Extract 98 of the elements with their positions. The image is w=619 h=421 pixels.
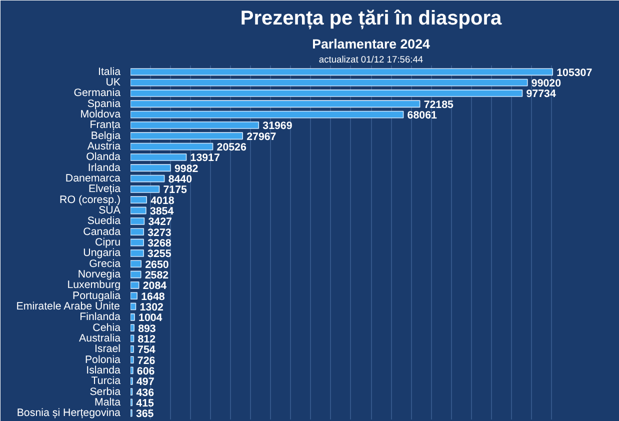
- bar: [130, 249, 144, 257]
- y-tick-label: Israel: [94, 343, 121, 356]
- data-label: 72185: [424, 98, 454, 111]
- bar: [130, 238, 144, 246]
- y-tick-label: Spania: [87, 98, 121, 110]
- bar: [130, 217, 145, 225]
- y-tick-label: RO (coresp.): [60, 194, 121, 206]
- y-tick-label: Portugalia: [72, 290, 121, 302]
- bar: [130, 122, 260, 129]
- data-label: 3268: [148, 238, 172, 250]
- data-label: 68061: [407, 110, 438, 122]
- bar: [130, 100, 420, 108]
- data-label: 2084: [142, 280, 167, 292]
- y-tick-label: Danemarca: [65, 172, 121, 185]
- data-label: 726: [137, 354, 156, 367]
- data-label: 3273: [148, 226, 172, 239]
- bar: [130, 302, 136, 310]
- chart-subtitle: Parlamentare 2024: [312, 36, 430, 52]
- bar: [130, 185, 160, 193]
- y-tick-label: Irlanda: [88, 162, 121, 174]
- y-tick-label: Suedia: [87, 215, 121, 228]
- bar: [130, 324, 134, 332]
- chart-title: Prezența pe țări în diaspora: [240, 8, 502, 30]
- data-label: 7175: [163, 184, 188, 196]
- bar: [130, 68, 554, 76]
- y-tick-label: Bosnia și Herțegovina: [16, 407, 121, 420]
- y-tick-label: Norvegia: [78, 268, 121, 280]
- y-tick-label: Germania: [74, 87, 121, 100]
- bar: [130, 260, 142, 268]
- bar: [130, 281, 140, 289]
- y-tick-label: Cehia: [92, 322, 121, 334]
- data-label: 893: [138, 322, 156, 335]
- y-tick-label: SUA: [98, 204, 122, 217]
- data-label: 436: [136, 386, 154, 399]
- data-label: 3854: [150, 206, 174, 218]
- data-label: 13917: [190, 152, 220, 164]
- y-tick-label: Serbia: [90, 386, 121, 398]
- y-tick-label: Moldova: [80, 108, 121, 121]
- y-tick-label: Turcia: [91, 375, 121, 388]
- bar: [130, 132, 243, 140]
- data-label: 365: [136, 408, 154, 420]
- y-tick-label: Malta: [94, 396, 121, 408]
- data-label: 97734: [526, 88, 556, 100]
- bar: [130, 206, 146, 214]
- data-label: 606: [136, 365, 155, 378]
- data-label: 2582: [144, 269, 169, 282]
- y-tick-label: Australia: [79, 332, 121, 344]
- data-label: 4018: [150, 194, 174, 207]
- data-label: 2650: [145, 258, 169, 271]
- bar: [130, 228, 144, 236]
- y-tick-label: Austria: [87, 140, 121, 153]
- data-label: 415: [136, 397, 154, 410]
- y-tick-label: Finlanda: [80, 311, 121, 324]
- data-label: 99020: [531, 78, 562, 90]
- data-label: 9982: [174, 162, 198, 175]
- data-label: 1004: [138, 312, 162, 324]
- y-tick-label: UK: [106, 76, 121, 89]
- data-label: 3427: [148, 216, 172, 228]
- y-tick-label: Elveția: [88, 183, 121, 196]
- data-label: 20526: [216, 142, 246, 154]
- y-tick-label: Belgia: [90, 130, 121, 142]
- y-tick-label: Cipru: [95, 236, 121, 248]
- y-tick-label: Franța: [90, 119, 121, 132]
- bar: [130, 366, 134, 374]
- data-label: 105307: [556, 66, 592, 79]
- bar: [130, 334, 134, 342]
- bar: [130, 196, 148, 204]
- data-label: 1302: [140, 301, 164, 314]
- bar: [130, 174, 165, 182]
- bar: [130, 90, 523, 97]
- bar: [130, 313, 135, 321]
- bar: [130, 164, 171, 172]
- y-tick-label: Olanda: [86, 151, 121, 164]
- data-label: 754: [138, 344, 156, 356]
- text: actualizat 01/12 17:56:44: [318, 54, 424, 64]
- y-tick-label: Emiratele Arabe Unite: [16, 300, 120, 312]
- bar: [130, 356, 134, 364]
- data-label: 3255: [148, 248, 172, 260]
- y-tick-label: Islanda: [86, 364, 121, 376]
- data-label: 8440: [168, 174, 192, 186]
- bar: [130, 153, 187, 161]
- data-label: 1648: [141, 290, 165, 303]
- data-label: 31969: [262, 120, 292, 132]
- bar: [130, 270, 142, 278]
- data-label: 497: [136, 376, 154, 388]
- bar: [130, 292, 138, 300]
- data-label: 812: [138, 333, 156, 346]
- bar: [130, 110, 404, 118]
- bar: [130, 142, 214, 150]
- y-tick-label: Polonia: [84, 354, 121, 366]
- y-tick-label: Luxemburg: [67, 279, 121, 292]
- y-tick-label: Italia: [98, 66, 121, 78]
- y-tick-label: Ungaria: [83, 247, 121, 260]
- y-tick-label: Grecia: [89, 258, 121, 270]
- data-label: 27967: [246, 130, 276, 143]
- bar: [130, 78, 528, 86]
- y-tick-label: Canada: [83, 226, 121, 238]
- bar: [130, 345, 134, 353]
